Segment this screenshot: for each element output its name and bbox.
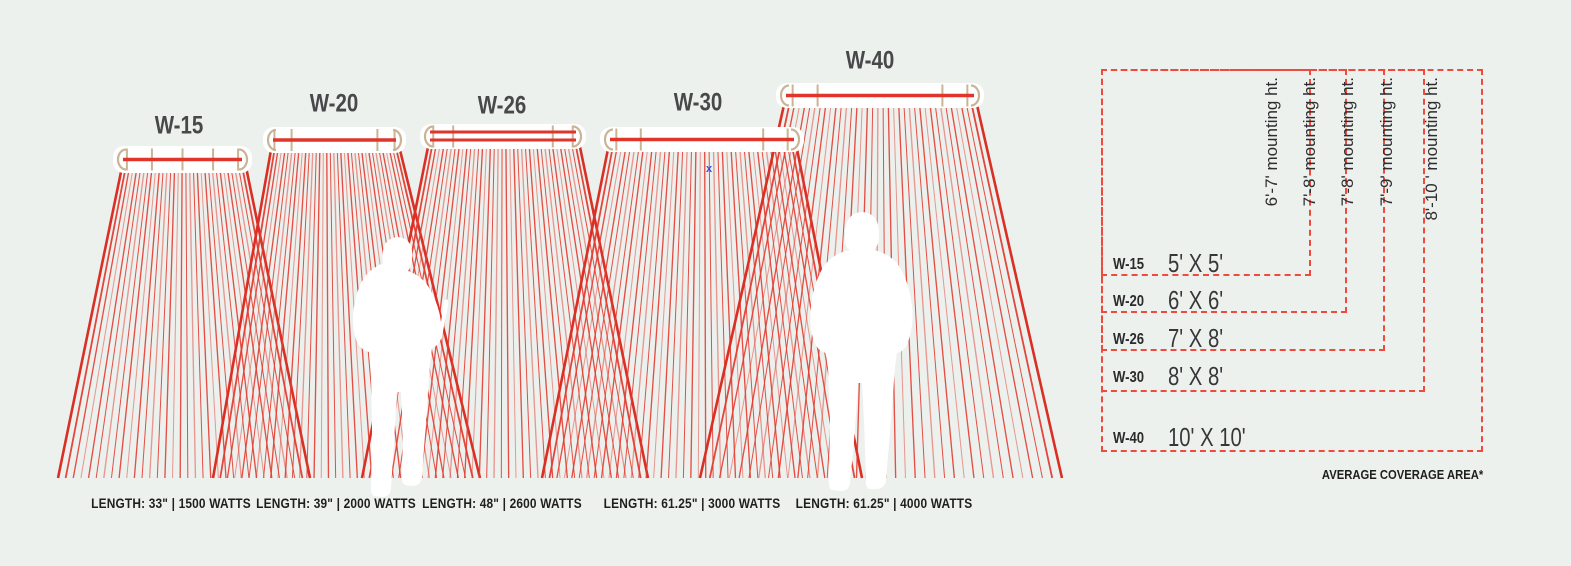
legend-note: AVERAGE COVERAGE AREA* [1321, 468, 1483, 482]
heater-spec-label: LENGTH: 39" | 2000 WATTS [256, 495, 416, 511]
legend-coverage-value: 7' X 8' [1168, 323, 1224, 353]
legend-coverage-value: 8' X 8' [1168, 361, 1224, 391]
heater-bar-w-40 [776, 83, 984, 108]
heater-model-label: W-20 [309, 89, 359, 118]
stray-x-marker: x [706, 163, 713, 175]
legend-mounting-height-label: 7'-9' mounting ht. [1377, 77, 1396, 207]
heater-model-label: W-40 [845, 46, 895, 75]
heater-model-label: W-26 [477, 91, 527, 120]
legend-box-w40 [1101, 69, 1483, 452]
legend-model-label: W-30 [1113, 369, 1145, 386]
legend-model-label: W-26 [1113, 331, 1145, 348]
heater-model-label: W-15 [154, 111, 204, 140]
heater-bar-w-26 [420, 124, 586, 149]
legend-mounting-height-label: 7'-8' mounting ht. [1338, 77, 1357, 207]
legend-model-label: W-15 [1113, 256, 1145, 273]
legend-mounting-height-label: 6'-7' mounting ht. [1262, 77, 1281, 207]
legend-model-label: W-40 [1113, 430, 1145, 447]
heater-bar-w-30 [600, 127, 804, 152]
legend-coverage-value: 6' X 6' [1168, 285, 1224, 315]
heater-bar-w-15 [113, 146, 252, 173]
legend-coverage-value: 10' X 10' [1168, 422, 1246, 452]
heater-spec-label: LENGTH: 33" | 1500 WATTS [91, 495, 251, 511]
person-silhouette-small [353, 237, 449, 497]
heater-model-label: W-30 [673, 88, 723, 117]
heater-spec-label: LENGTH: 61.25" | 4000 WATTS [795, 495, 973, 511]
person-silhouette-large [810, 212, 913, 491]
heater-spec-label: LENGTH: 48" | 2600 WATTS [422, 495, 582, 511]
ray-fan-w-20 [211, 149, 482, 479]
ray-fan-w-30 [540, 148, 864, 479]
legend-mounting-height-label: 8'-10 ' mounting ht. [1422, 77, 1441, 221]
heater-bar-w-20 [263, 127, 406, 153]
legend-mounting-height-label: 7'-8' mounting ht. [1300, 77, 1319, 207]
legend-coverage-value: 5' X 5' [1168, 248, 1224, 278]
heater-spec-label: LENGTH: 61.25" | 3000 WATTS [603, 495, 781, 511]
legend-model-label: W-20 [1113, 293, 1145, 310]
